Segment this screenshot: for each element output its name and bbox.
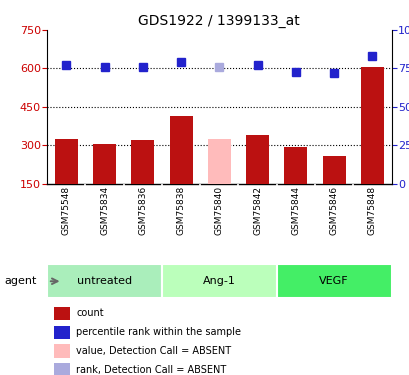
Bar [54,344,70,358]
Text: agent: agent [4,276,36,286]
Bar [360,67,383,184]
Text: GSM75838: GSM75838 [176,186,185,236]
Text: GSM75846: GSM75846 [329,186,338,235]
Bar [54,307,70,320]
Text: value, Detection Call = ABSENT: value, Detection Call = ABSENT [76,346,231,356]
Text: GSM75840: GSM75840 [214,186,223,235]
Bar [131,140,154,184]
Bar [55,139,78,184]
Text: count: count [76,309,104,318]
Text: GSM75848: GSM75848 [367,186,376,235]
Text: GSM75836: GSM75836 [138,186,147,236]
Bar [207,139,230,184]
Bar [284,147,307,184]
Title: GDS1922 / 1399133_at: GDS1922 / 1399133_at [138,13,299,28]
Text: GSM75842: GSM75842 [252,186,261,235]
Text: VEGF: VEGF [319,276,348,286]
Bar [54,326,70,339]
Bar [276,264,391,298]
Bar [162,264,276,298]
Bar [47,264,162,298]
Text: untreated: untreated [77,276,132,286]
Bar [245,135,268,184]
Text: GSM75548: GSM75548 [62,186,71,235]
Bar [322,156,345,184]
Text: GSM75844: GSM75844 [291,186,300,235]
Text: rank, Detection Call = ABSENT: rank, Detection Call = ABSENT [76,365,226,375]
Bar [93,144,116,184]
Text: Ang-1: Ang-1 [202,276,235,286]
Text: GSM75834: GSM75834 [100,186,109,235]
Text: percentile rank within the sample: percentile rank within the sample [76,327,241,337]
Bar [169,116,192,184]
Bar [54,363,70,375]
